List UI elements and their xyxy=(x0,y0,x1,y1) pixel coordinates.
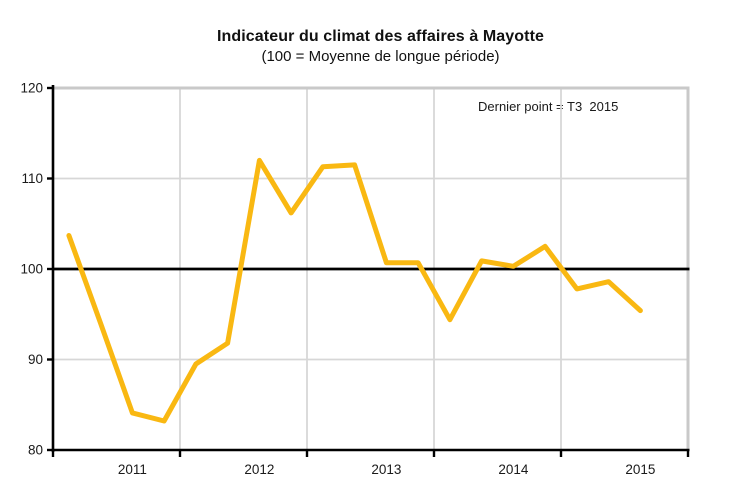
y-axis-tick-label: 80 xyxy=(28,443,43,458)
chart-subtitle: (100 = Moyenne de longue période) xyxy=(261,48,500,65)
y-axis-tick-label: 90 xyxy=(28,352,43,367)
chart-title: Indicateur du climat des affaires à Mayo… xyxy=(216,28,545,45)
x-axis-year-label: 2013 xyxy=(371,462,401,477)
y-axis-tick-label: 100 xyxy=(20,262,43,277)
x-axis-year-label: 2012 xyxy=(244,462,274,477)
x-axis-year-label: 2011 xyxy=(118,462,147,477)
x-axis-year-label: 2014 xyxy=(498,462,529,477)
x-axis-year-label: 2015 xyxy=(625,462,655,477)
series-line xyxy=(66,157,643,424)
y-axis-tick-label: 110 xyxy=(21,171,43,186)
y-axis-tick-label: 120 xyxy=(20,81,43,96)
last-point-annotation: Dernier point = T3 2015 xyxy=(478,99,619,114)
